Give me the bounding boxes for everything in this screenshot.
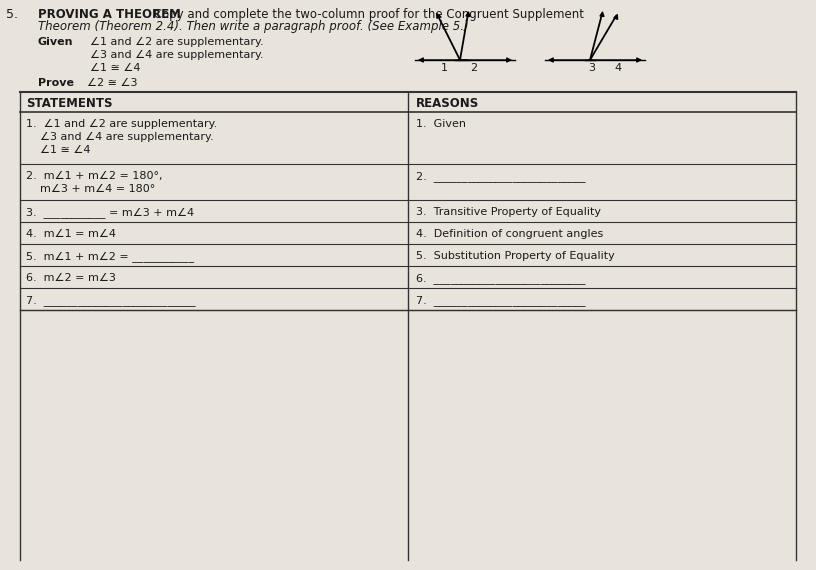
Text: ∠3 and ∠4 are supplementary.: ∠3 and ∠4 are supplementary. [26,132,214,142]
Text: 3.  Transitive Property of Equality: 3. Transitive Property of Equality [416,207,601,217]
Text: 5.: 5. [6,8,18,21]
Text: ∠1 and ∠2 are supplementary.: ∠1 and ∠2 are supplementary. [90,37,264,47]
Text: 1.  Given: 1. Given [416,119,466,129]
Text: 3.  ___________ = m∠3 + m∠4: 3. ___________ = m∠3 + m∠4 [26,207,194,218]
Text: Theorem (Theorem 2.4). Then write a paragraph proof. (See Example 5.): Theorem (Theorem 2.4). Then write a para… [38,20,468,33]
Text: ∠2 ≅ ∠3: ∠2 ≅ ∠3 [80,78,138,88]
Text: 1: 1 [441,63,447,73]
Text: Prove: Prove [38,78,74,88]
Text: 5.  Substitution Property of Equality: 5. Substitution Property of Equality [416,251,614,261]
Text: 2.  m∠1 + m∠2 = 180°,: 2. m∠1 + m∠2 = 180°, [26,171,162,181]
Text: 5.  m∠1 + m∠2 = ___________: 5. m∠1 + m∠2 = ___________ [26,251,194,262]
Text: ∠1 ≅ ∠4: ∠1 ≅ ∠4 [26,145,91,155]
Text: 4.  m∠1 = m∠4: 4. m∠1 = m∠4 [26,229,116,239]
Text: 1.  ∠1 and ∠2 are supplementary.: 1. ∠1 and ∠2 are supplementary. [26,119,217,129]
Text: STATEMENTS: STATEMENTS [26,97,113,110]
Text: 4: 4 [614,63,622,73]
Text: 3: 3 [588,63,596,73]
Text: REASONS: REASONS [416,97,479,110]
Text: 7.  ___________________________: 7. ___________________________ [26,295,196,306]
Text: PROVING A THEOREM: PROVING A THEOREM [38,8,181,21]
Text: 2: 2 [471,63,477,73]
Text: 6.  ___________________________: 6. ___________________________ [416,273,586,284]
Text: 4.  Definition of congruent angles: 4. Definition of congruent angles [416,229,603,239]
Text: 7.  ___________________________: 7. ___________________________ [416,295,586,306]
Text: m∠3 + m∠4 = 180°: m∠3 + m∠4 = 180° [26,184,155,194]
Text: ∠1 ≅ ∠4: ∠1 ≅ ∠4 [90,63,140,73]
Text: 6.  m∠2 = m∠3: 6. m∠2 = m∠3 [26,273,116,283]
Text: ∠3 and ∠4 are supplementary.: ∠3 and ∠4 are supplementary. [90,50,264,60]
Text: 2.  ___________________________: 2. ___________________________ [416,171,586,182]
Text: Copy and complete the two-column proof for the Congruent Supplement: Copy and complete the two-column proof f… [150,8,584,21]
Text: Given: Given [38,37,73,47]
